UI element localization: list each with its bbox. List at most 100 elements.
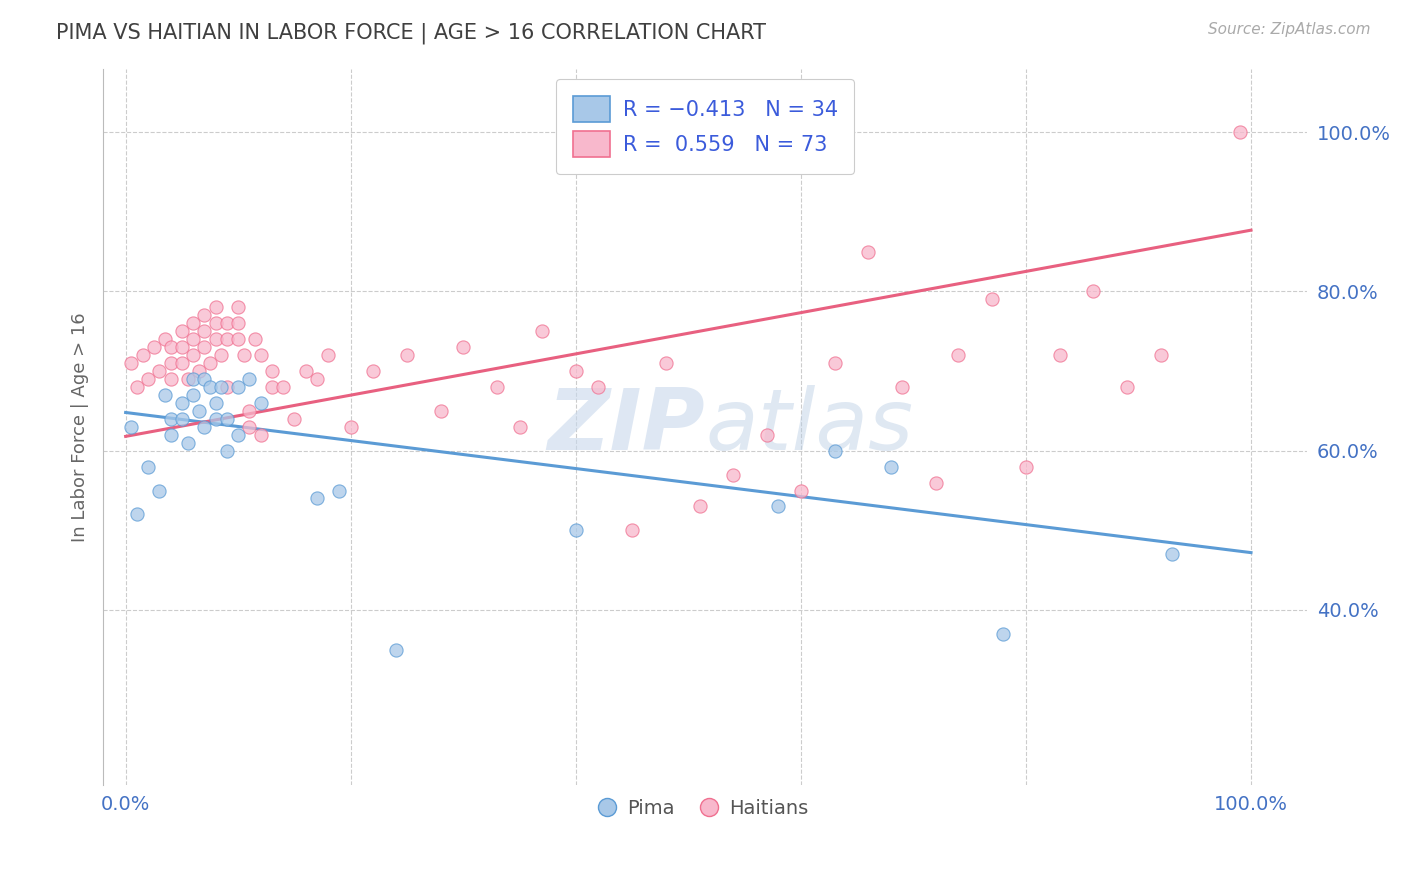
Point — [384, 642, 406, 657]
Point — [176, 372, 198, 386]
Point — [243, 332, 266, 346]
Point — [226, 301, 249, 315]
Point — [159, 427, 181, 442]
Point — [159, 412, 181, 426]
Point — [768, 500, 790, 514]
Point — [209, 348, 232, 362]
Point — [485, 380, 508, 394]
Point — [204, 301, 226, 315]
Point — [204, 396, 226, 410]
Point — [249, 427, 271, 442]
Point — [226, 427, 249, 442]
Point — [824, 443, 846, 458]
Point — [170, 324, 193, 338]
Point — [925, 475, 948, 490]
Point — [531, 324, 554, 338]
Point — [193, 419, 215, 434]
Text: Source: ZipAtlas.com: Source: ZipAtlas.com — [1208, 22, 1371, 37]
Y-axis label: In Labor Force | Age > 16: In Labor Force | Age > 16 — [72, 312, 89, 541]
Point — [316, 348, 339, 362]
Point — [565, 524, 588, 538]
Point — [238, 372, 260, 386]
Point — [1161, 547, 1184, 561]
Point — [948, 348, 970, 362]
Point — [153, 388, 176, 402]
Point — [181, 388, 204, 402]
Point — [1150, 348, 1173, 362]
Point — [125, 508, 148, 522]
Point — [361, 364, 384, 378]
Point — [170, 340, 193, 354]
Point — [271, 380, 294, 394]
Point — [339, 419, 361, 434]
Point — [181, 316, 204, 330]
Point — [723, 467, 745, 482]
Point — [215, 443, 238, 458]
Point — [159, 340, 181, 354]
Point — [193, 372, 215, 386]
Point — [824, 356, 846, 370]
Point — [159, 356, 181, 370]
Point — [125, 380, 148, 394]
Point — [198, 380, 221, 394]
Point — [153, 332, 176, 346]
Point — [120, 356, 142, 370]
Point — [891, 380, 914, 394]
Point — [198, 356, 221, 370]
Point — [226, 332, 249, 346]
Point — [232, 348, 254, 362]
Point — [170, 396, 193, 410]
Text: ZIP: ZIP — [547, 385, 706, 468]
Point — [294, 364, 316, 378]
Point — [508, 419, 530, 434]
Point — [565, 364, 588, 378]
Point — [187, 364, 209, 378]
Point — [204, 332, 226, 346]
Point — [204, 412, 226, 426]
Point — [756, 427, 779, 442]
Point — [215, 412, 238, 426]
Point — [181, 348, 204, 362]
Point — [142, 340, 165, 354]
Point — [215, 380, 238, 394]
Point — [148, 483, 170, 498]
Text: atlas: atlas — [706, 385, 914, 468]
Point — [993, 627, 1015, 641]
Point — [790, 483, 813, 498]
Point — [1049, 348, 1071, 362]
Point — [226, 316, 249, 330]
Point — [1229, 125, 1251, 139]
Point — [170, 356, 193, 370]
Point — [429, 404, 451, 418]
Point — [131, 348, 153, 362]
Point — [588, 380, 610, 394]
Point — [328, 483, 350, 498]
Point — [249, 348, 271, 362]
Point — [260, 380, 283, 394]
Point — [249, 396, 271, 410]
Point — [689, 500, 711, 514]
Point — [204, 316, 226, 330]
Point — [226, 380, 249, 394]
Point — [136, 372, 159, 386]
Point — [193, 324, 215, 338]
Point — [136, 459, 159, 474]
Point — [193, 309, 215, 323]
Point — [215, 316, 238, 330]
Point — [170, 412, 193, 426]
Point — [1015, 459, 1038, 474]
Point — [238, 419, 260, 434]
Point — [238, 404, 260, 418]
Point — [880, 459, 903, 474]
Point — [1116, 380, 1139, 394]
Point — [858, 244, 880, 259]
Point — [120, 419, 142, 434]
Point — [655, 356, 678, 370]
Point — [1083, 285, 1105, 299]
Point — [181, 372, 204, 386]
Point — [395, 348, 418, 362]
Point — [283, 412, 305, 426]
Point — [193, 340, 215, 354]
Point — [181, 332, 204, 346]
Point — [305, 372, 328, 386]
